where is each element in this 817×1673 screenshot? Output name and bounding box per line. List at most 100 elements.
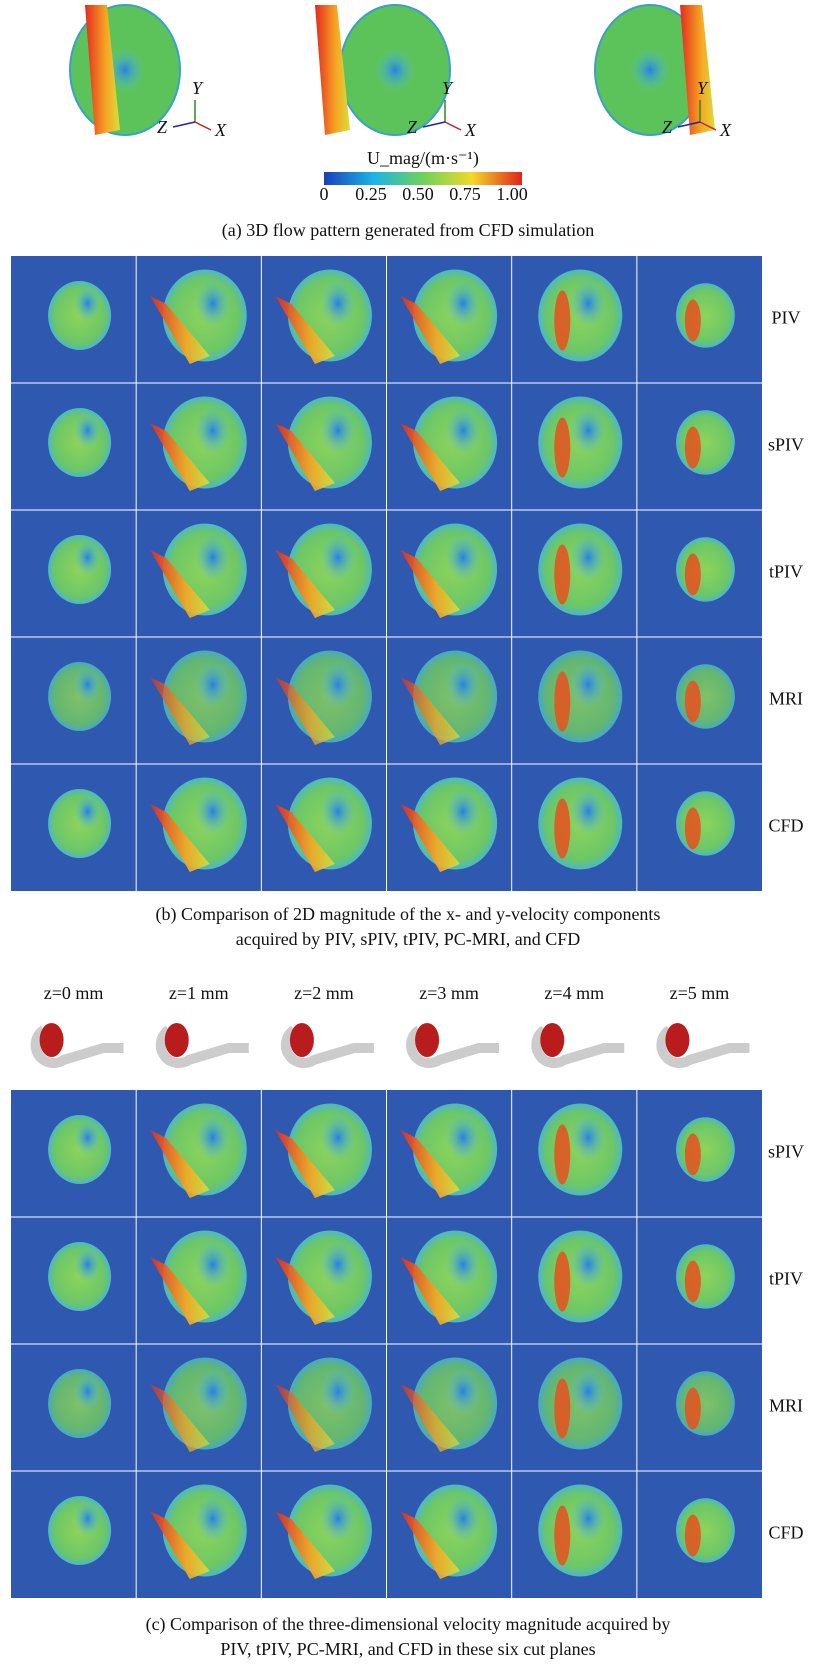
- cut-plane: [540, 1023, 564, 1057]
- row-label: tPIV: [769, 1269, 803, 1289]
- row-label: CFD: [768, 816, 803, 836]
- plane-label: z=4 mm: [544, 983, 604, 1003]
- flow-3d-core: [375, 48, 415, 92]
- row-label: PIV: [771, 308, 800, 328]
- row-label: CFD: [768, 1523, 803, 1543]
- axis-label: X: [719, 120, 732, 140]
- caption: PIV, tPIV, PC-MRI, and CFD in these six …: [220, 1639, 595, 1659]
- cut-plane: [415, 1023, 439, 1057]
- flow-map: [676, 1498, 735, 1562]
- flow-core: [570, 1114, 606, 1162]
- flow-jet: [554, 799, 570, 859]
- caption: acquired by PIV, sPIV, tPIV, PC-MRI, and…: [236, 929, 581, 949]
- caption: (b) Comparison of 2D magnitude of the x-…: [156, 904, 661, 925]
- flow-core: [570, 788, 606, 836]
- flow-core: [445, 1368, 481, 1416]
- flow-core: [320, 1368, 356, 1416]
- flow-map: [676, 283, 735, 347]
- flow-core: [445, 661, 481, 709]
- flow-core: [445, 407, 481, 455]
- flow-core: [445, 534, 481, 582]
- plane-label: z=0 mm: [44, 983, 104, 1003]
- flow-core: [320, 1495, 356, 1543]
- figure: U_mag/(m·s⁻¹) (a) 3D flow pattern genera…: [0, 0, 817, 1673]
- flow-core: [320, 280, 356, 328]
- flow-jet: [554, 1252, 570, 1312]
- colorbar-tick: 0.50: [402, 184, 434, 204]
- flow-core: [74, 1374, 101, 1410]
- flow-core: [320, 788, 356, 836]
- flow-core: [320, 661, 356, 709]
- plane-label: z=1 mm: [169, 983, 229, 1003]
- row-label: MRI: [769, 1396, 803, 1416]
- cut-plane: [665, 1023, 689, 1057]
- flow-jet: [685, 1388, 701, 1430]
- flow-map: [676, 1117, 735, 1181]
- axis-label: Z: [407, 117, 418, 137]
- flow-core: [320, 534, 356, 582]
- flow-core: [195, 1368, 231, 1416]
- flow-jet: [685, 808, 701, 850]
- flow-core: [74, 794, 101, 830]
- flow-jet: [685, 554, 701, 596]
- flow-jet: [554, 291, 570, 351]
- flow-core: [570, 1495, 606, 1543]
- cut-plane: [290, 1023, 314, 1057]
- axis-label: X: [464, 120, 477, 140]
- flow-core: [570, 280, 606, 328]
- flow-jet: [554, 545, 570, 605]
- flow-core: [570, 534, 606, 582]
- flow-core: [74, 413, 101, 449]
- colorbar: [324, 172, 522, 185]
- axis-label: Z: [157, 117, 168, 137]
- flow-jet: [685, 1515, 701, 1557]
- row-label: MRI: [769, 689, 803, 709]
- cut-plane: [165, 1023, 189, 1057]
- flow-jet: [554, 1125, 570, 1185]
- row-label: tPIV: [769, 562, 803, 582]
- flow-core: [195, 280, 231, 328]
- flow-core: [195, 661, 231, 709]
- flow-core: [320, 407, 356, 455]
- flow-jet: [554, 1379, 570, 1439]
- flow-3d-core: [630, 48, 670, 92]
- flow-core: [74, 286, 101, 322]
- flow-map: [676, 537, 735, 601]
- flow-core: [195, 1495, 231, 1543]
- colorbar-label: U_mag/(m·s⁻¹): [367, 148, 479, 169]
- flow-core: [195, 788, 231, 836]
- flow-core: [445, 1241, 481, 1289]
- axis-label: Y: [442, 78, 454, 98]
- colorbar-tick: 0.75: [449, 184, 481, 204]
- caption: (a) 3D flow pattern generated from CFD s…: [222, 220, 594, 241]
- colorbar-tick: 0.25: [355, 184, 387, 204]
- flow-core: [570, 661, 606, 709]
- flow-core: [320, 1114, 356, 1162]
- axis-x: [195, 122, 211, 130]
- plane-label: z=2 mm: [294, 983, 354, 1003]
- flow-core: [445, 788, 481, 836]
- flow-core: [74, 1120, 101, 1156]
- axis-label: X: [214, 120, 227, 140]
- axis-z: [173, 122, 195, 127]
- row-label: sPIV: [768, 435, 804, 455]
- flow-core: [445, 1114, 481, 1162]
- flow-core: [570, 1368, 606, 1416]
- flow-map: [676, 1371, 735, 1435]
- flow-core: [570, 407, 606, 455]
- flow-core: [74, 667, 101, 703]
- flow-map: [676, 1244, 735, 1308]
- cut-plane: [40, 1023, 64, 1057]
- plane-label: z=3 mm: [419, 983, 479, 1003]
- flow-core: [195, 534, 231, 582]
- axis-label: Z: [662, 117, 673, 137]
- flow-jet: [554, 672, 570, 732]
- colorbar-tick: 1.00: [496, 184, 528, 204]
- flow-map: [676, 410, 735, 474]
- flow-map: [676, 791, 735, 855]
- plane-label: z=5 mm: [670, 983, 730, 1003]
- flow-jet: [554, 1506, 570, 1566]
- flow-jet: [685, 1261, 701, 1303]
- flow-core: [445, 280, 481, 328]
- row-label: sPIV: [768, 1142, 804, 1162]
